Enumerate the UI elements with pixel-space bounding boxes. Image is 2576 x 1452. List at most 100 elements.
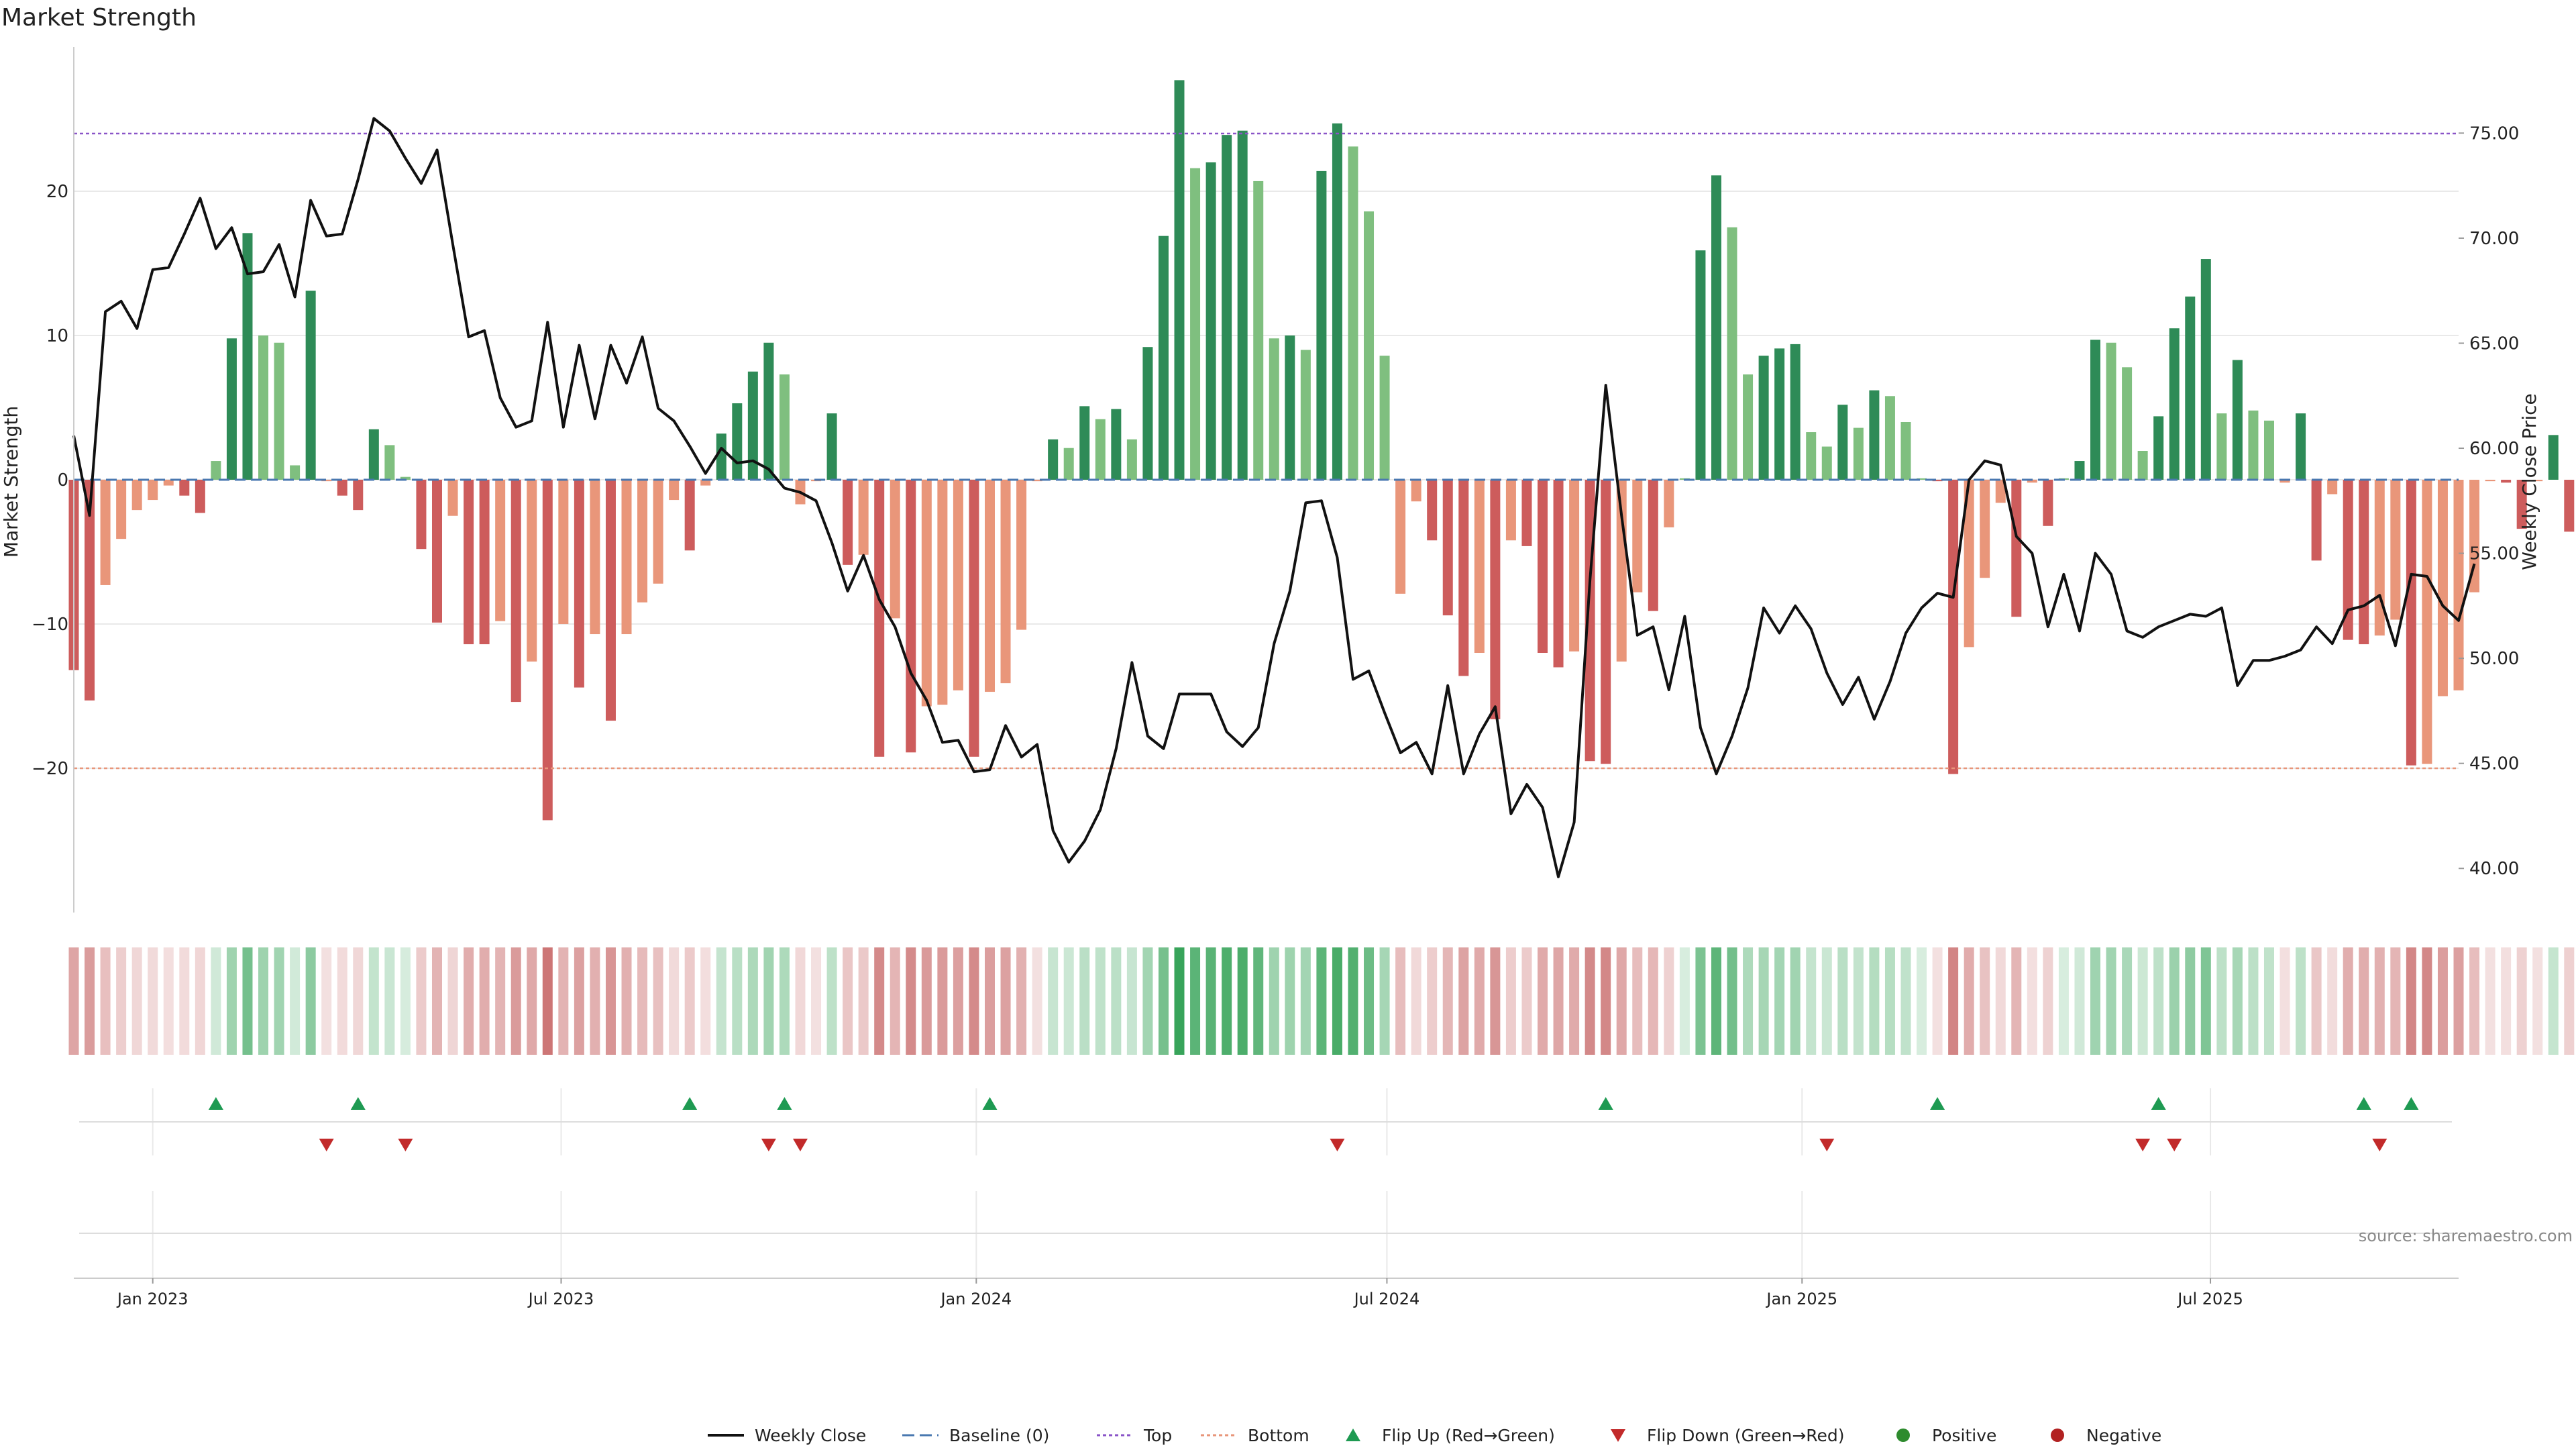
heat-cell [906, 947, 916, 1055]
right-tick-label: 45.00 [2469, 754, 2519, 774]
heat-cell [2216, 947, 2226, 1055]
strength-bar [2106, 343, 2116, 480]
heat-cell [2233, 947, 2243, 1055]
strength-bar [448, 480, 458, 516]
heat-cell [148, 947, 158, 1055]
heat-cell [1743, 947, 1753, 1055]
heat-cell [827, 947, 837, 1055]
flip-up-marker [682, 1097, 697, 1110]
strength-bar [685, 480, 695, 550]
heat-cell [1175, 947, 1185, 1055]
strength-bar [716, 433, 727, 480]
legend-positive-swatch [1896, 1429, 1910, 1442]
heat-cell [732, 947, 742, 1055]
heat-cell [164, 947, 174, 1055]
strength-bar [1900, 422, 1911, 480]
strength-bar [1064, 448, 1074, 480]
strength-bar [937, 480, 947, 705]
right-tick-label: 75.00 [2469, 123, 2519, 144]
source-label: source: sharemaestro.com [2359, 1227, 2573, 1245]
heat-cell [1900, 947, 1911, 1055]
heat-cell [606, 947, 616, 1055]
heat-cell [2074, 947, 2084, 1055]
heat-cell [1980, 947, 1990, 1055]
strength-bar [464, 480, 474, 644]
flip-markers [209, 1097, 2418, 1151]
heat-cell [1001, 947, 1011, 1055]
strength-bar [2406, 480, 2416, 766]
strength-bar [1490, 480, 1500, 719]
right-axis-label: Weekly Close Price [2518, 393, 2540, 570]
x-tick-label: Jan 2024 [939, 1290, 1012, 1308]
strength-bar [1206, 162, 1216, 480]
heat-cell [2027, 947, 2037, 1055]
right-tick-label: 60.00 [2469, 439, 2519, 459]
heat-cell [1301, 947, 1311, 1055]
legend-label: Negative [2086, 1426, 2161, 1445]
heat-cell [811, 947, 821, 1055]
right-tick-label: 65.00 [2469, 333, 2519, 354]
flip-down-marker [2167, 1139, 2182, 1151]
strength-bar [1790, 344, 1801, 480]
strength-bar [274, 343, 284, 480]
heat-cell [1822, 947, 1832, 1055]
heat-cell [2327, 947, 2337, 1055]
strength-bar [2564, 480, 2574, 531]
heat-cell [132, 947, 142, 1055]
heat-cell [953, 947, 963, 1055]
strength-bar [369, 429, 379, 480]
strength-bar [2264, 421, 2274, 480]
heat-cell [763, 947, 773, 1055]
right-tick-label: 55.00 [2469, 544, 2519, 564]
strength-bar [2422, 480, 2432, 764]
strength-bar [2090, 340, 2100, 480]
x-tick-label: Jul 2023 [527, 1290, 594, 1308]
strength-bar [1190, 168, 1200, 480]
heat-cell [1617, 947, 1627, 1055]
right-tick-label: 70.00 [2469, 229, 2519, 249]
heat-cell [290, 947, 300, 1055]
heat-cell [1790, 947, 1801, 1055]
strength-bar [1885, 396, 1895, 480]
heat-cell [2011, 947, 2021, 1055]
strength-bar [1695, 250, 1705, 480]
strength-bar [1743, 374, 1753, 480]
strength-bar [1759, 356, 1769, 480]
heat-cell [195, 947, 205, 1055]
heat-cell [653, 947, 663, 1055]
heat-cell [1585, 947, 1595, 1055]
strength-bar [1980, 480, 1990, 578]
flip-down-marker [1330, 1139, 1344, 1151]
heat-strip [69, 947, 2576, 1055]
heat-cell [1806, 947, 1816, 1055]
strength-bar [116, 480, 126, 539]
heat-cell [1253, 947, 1263, 1055]
left-tick-label: −20 [32, 759, 68, 779]
x-tick-label: Jul 2024 [1353, 1290, 1420, 1308]
flip-down-marker [319, 1139, 334, 1151]
strength-bar [1095, 419, 1106, 480]
heat-cell [2185, 947, 2195, 1055]
heat-cell [2153, 947, 2163, 1055]
heat-cell [890, 947, 900, 1055]
strength-bar [2122, 367, 2132, 480]
strength-bar [1253, 181, 1263, 480]
heat-cell [1316, 947, 1326, 1055]
heat-cell [1222, 947, 1232, 1055]
strength-bar [1016, 480, 1026, 630]
heat-cell [464, 947, 474, 1055]
strength-bar [2201, 259, 2211, 480]
strength-bar [1601, 480, 1611, 764]
heat-cell [2501, 947, 2511, 1055]
strength-bar [132, 480, 142, 510]
chart-title: Market Strength [1, 4, 197, 32]
strength-bar [2296, 413, 2306, 480]
heat-cell [2090, 947, 2100, 1055]
heat-cell [448, 947, 458, 1055]
strength-bar [2548, 435, 2559, 480]
strength-bar [2312, 480, 2322, 560]
strength-bar [2216, 413, 2226, 480]
heat-cell [527, 947, 537, 1055]
strength-bar [353, 480, 363, 510]
strength-bar [1822, 447, 1832, 480]
